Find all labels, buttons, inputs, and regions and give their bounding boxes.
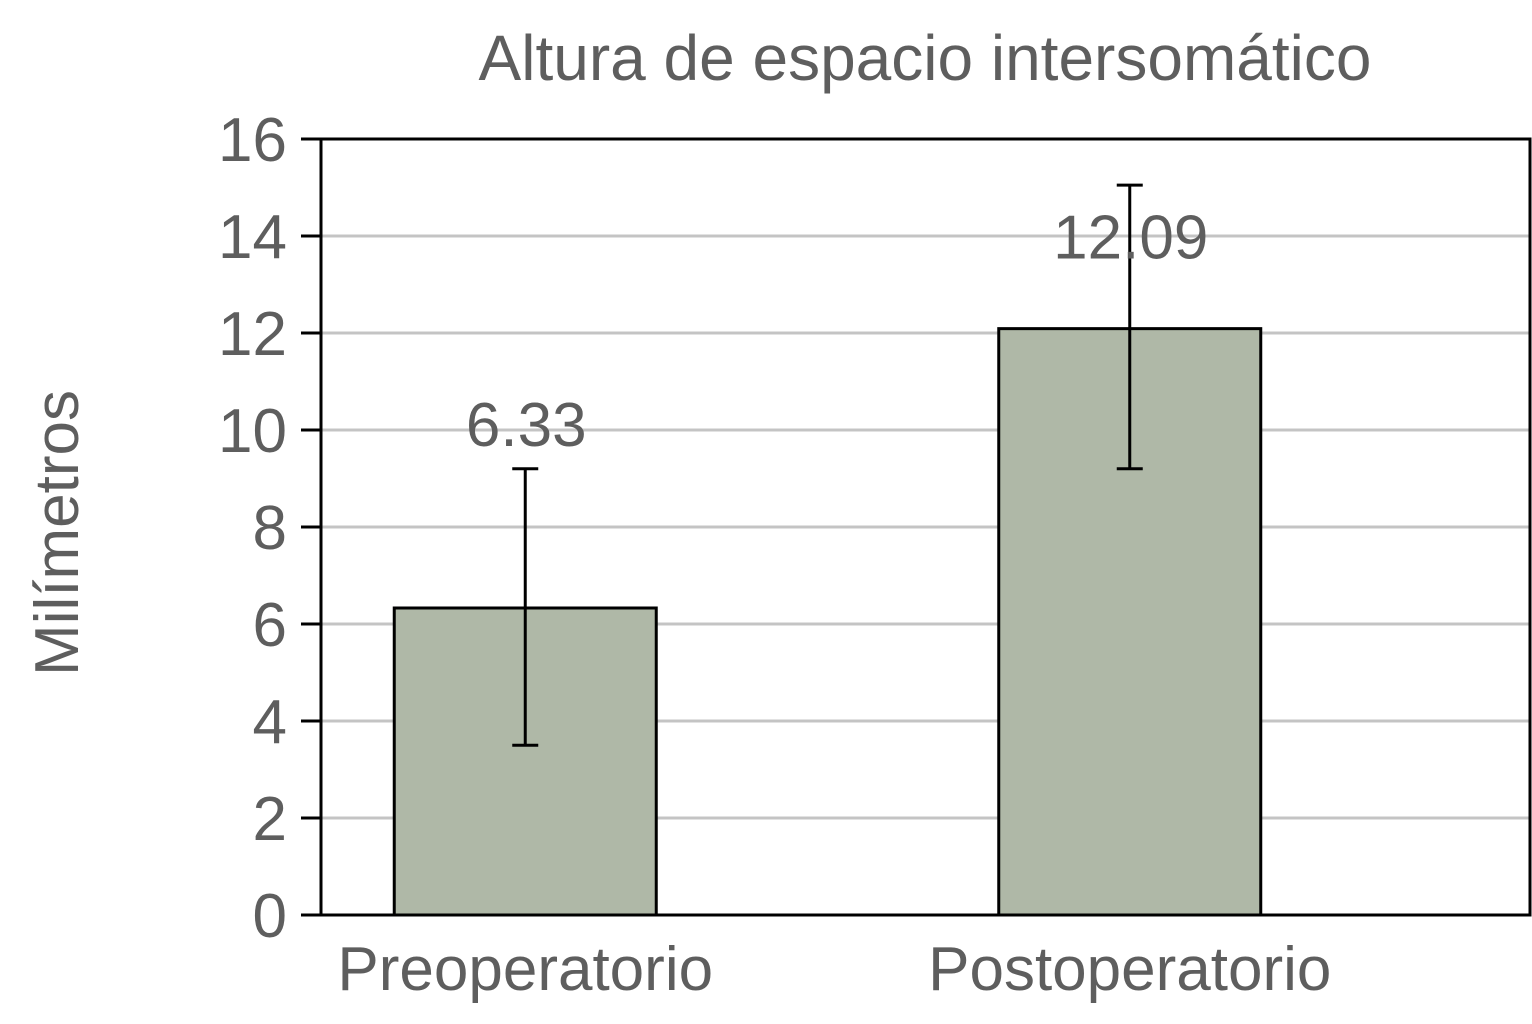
y-tick-label-0: 0 <box>253 882 287 951</box>
y-tick-label-12: 12 <box>218 300 287 369</box>
y-tick-label-2: 2 <box>253 785 287 854</box>
y-tick-label-8: 8 <box>253 494 287 563</box>
y-axis-label: Milímetros <box>23 390 92 676</box>
x-category-label-postoperatorio: Postoperatorio <box>928 935 1331 1004</box>
x-axis-labels: Preoperatorio Postoperatorio <box>337 935 1331 1004</box>
y-tick-label-4: 4 <box>253 688 287 757</box>
error-bar-postoperatorio <box>1116 183 1143 471</box>
y-tick-label-10: 10 <box>218 397 287 466</box>
chart-title: Altura de espacio intersomático <box>479 22 1372 94</box>
error-bars <box>512 183 1143 747</box>
error-bar-preoperatorio <box>512 467 539 747</box>
y-tick-label-14: 14 <box>218 203 287 272</box>
data-labels: 6.33 12.09 <box>466 204 1208 460</box>
x-category-label-preoperatorio: Preoperatorio <box>337 935 713 1004</box>
data-label-postoperatorio: 12.09 <box>1053 204 1208 273</box>
y-tick-label-6: 6 <box>253 591 287 660</box>
y-axis-ticks: 0 2 4 6 8 10 12 14 16 <box>218 106 321 951</box>
y-tick-label-16: 16 <box>218 106 287 175</box>
data-label-preoperatorio: 6.33 <box>466 391 587 460</box>
